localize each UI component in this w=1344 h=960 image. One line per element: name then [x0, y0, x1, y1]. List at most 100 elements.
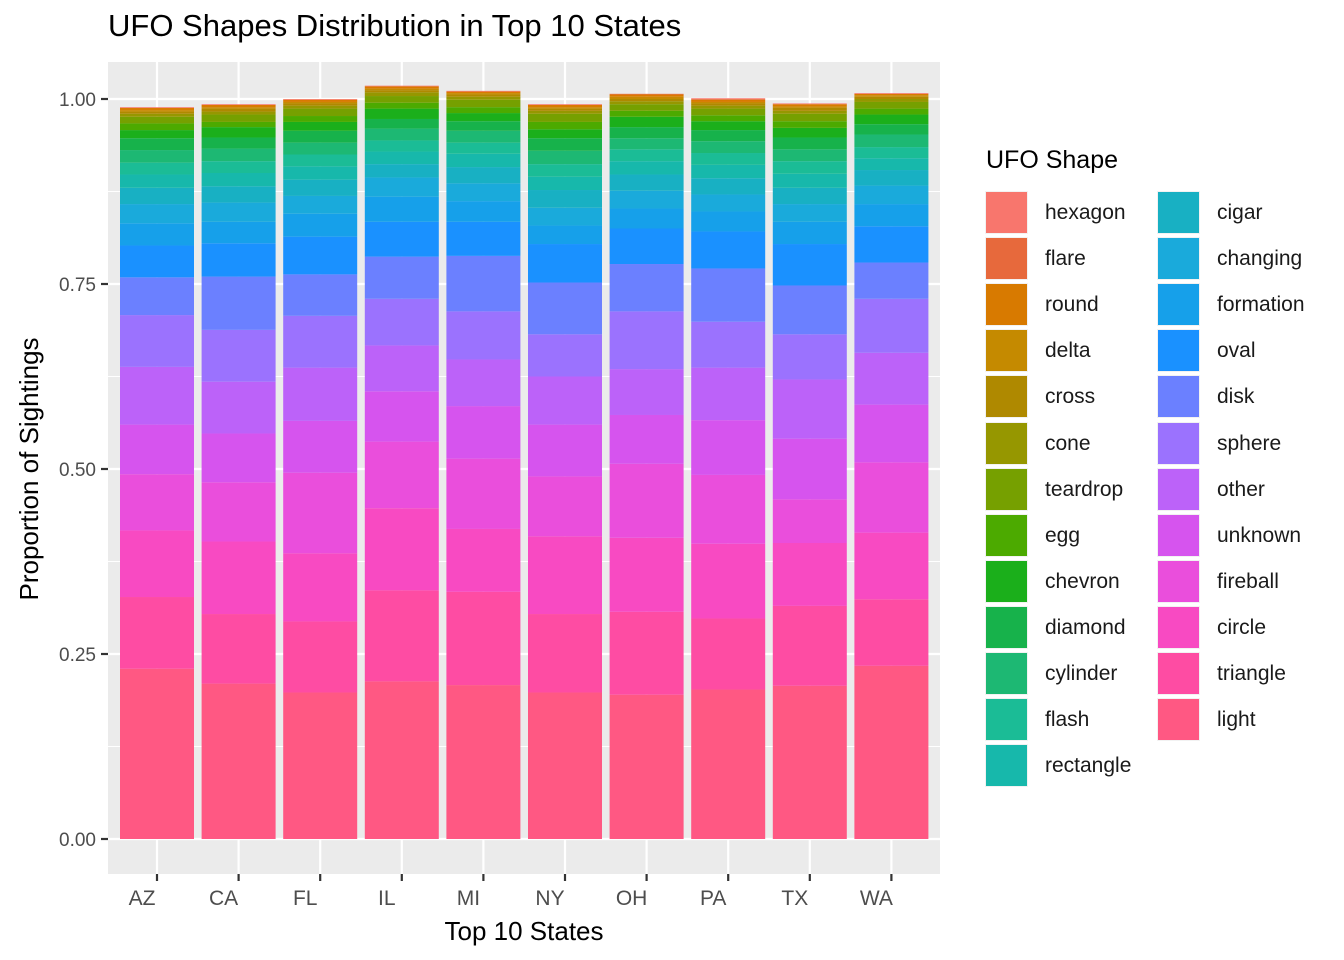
legend-label: other [1217, 477, 1265, 501]
bar-segment-unknown [364, 391, 439, 442]
bar-segment-cigar [364, 164, 439, 178]
bar-segment-changing [528, 207, 602, 226]
bar-segment-cone [854, 99, 929, 102]
bar-segment-flash [772, 161, 847, 174]
bar-segment-unknown [854, 404, 929, 463]
bar-segment-oval [364, 221, 439, 257]
legend-key-circle [1157, 605, 1200, 649]
bar-segment-round [772, 104, 847, 107]
bar-segment-changing [854, 185, 929, 205]
bar-segment-rectangle [120, 174, 194, 188]
bar-segment-circle [201, 541, 276, 615]
bar-segment-round [120, 107, 194, 111]
bar-segment-delta [446, 93, 521, 95]
bar-segment-chevron [120, 130, 194, 139]
bar-segment-circle [691, 543, 766, 619]
legend-label: rectangle [1045, 754, 1132, 778]
legend-key-formation [1157, 283, 1200, 327]
bar-segment-cross [446, 94, 521, 97]
bar-segment-fireball [446, 458, 521, 529]
y-tick-label: 1.00 [59, 90, 96, 111]
bar-segment-circle [609, 537, 684, 612]
bar-segment-flare [609, 93, 684, 95]
bar-segment-unknown [609, 414, 684, 464]
bar-segment-circle [772, 543, 847, 606]
bar-segment-formation [120, 223, 194, 246]
bar-segment-fireball [201, 482, 276, 542]
bar-segment-cigar [609, 174, 684, 191]
bar-segment-hexagon [364, 85, 439, 87]
bar-segment-flash [446, 142, 521, 154]
bar-segment-oval [691, 231, 766, 269]
legend-label: light [1217, 708, 1256, 732]
bar-segment-other [283, 367, 358, 421]
bar-segment-light [446, 685, 521, 839]
bar-segment-other [854, 352, 929, 405]
bar-segment-teardrop [120, 116, 194, 124]
bar-segment-fireball [691, 474, 766, 544]
bar-segment-rectangle [609, 161, 684, 175]
bar-segment-teardrop [609, 104, 684, 111]
legend-label: circle [1217, 615, 1267, 639]
bar-segment-other [609, 369, 684, 415]
bar-segment-flash [609, 149, 684, 162]
bar-segment-egg [201, 121, 276, 128]
bar-segment-hexagon [283, 99, 358, 100]
bar-segment-cone [609, 101, 684, 105]
bar-segment-round [854, 93, 929, 96]
bar-segment-cross [201, 108, 276, 112]
bar-segment-triangle [201, 614, 276, 684]
bar-segment-diamond [446, 121, 521, 131]
legend-label: triangle [1217, 662, 1286, 685]
bar-segment-round [609, 94, 684, 97]
bar-segment-flare [691, 99, 766, 100]
bar-segment-fireball [772, 499, 847, 543]
legend-label: cylinder [1045, 662, 1118, 685]
bar-segment-triangle [446, 591, 521, 686]
bar-segment-fireball [609, 463, 684, 538]
legend-key-disk [1157, 375, 1200, 419]
legend-label: round [1045, 293, 1099, 317]
bar-segment-hexagon [201, 104, 276, 105]
bar-segment-light [201, 683, 276, 839]
bar-segment-triangle [283, 621, 358, 693]
bar-segment-formation [772, 221, 847, 245]
bar-segment-disk [201, 276, 276, 330]
bar-segment-triangle [120, 597, 194, 669]
bar-segment-diamond [120, 138, 194, 151]
bar-segment-circle [854, 532, 929, 600]
bar-segment-round [446, 91, 521, 94]
bar-segment-disk [364, 256, 439, 299]
y-tick-label: 0.00 [59, 830, 96, 851]
bar-segment-circle [120, 530, 194, 598]
bar-segment-cross [691, 103, 766, 106]
bar-segment-oval [201, 243, 276, 277]
bar-segment-hexagon [446, 90, 521, 92]
bar-segment-sphere [446, 311, 521, 360]
y-tick-label: 0.25 [59, 645, 96, 666]
bar-segment-diamond [772, 137, 847, 150]
bar-segment-teardrop [201, 114, 276, 122]
bar-segment-cigar [691, 178, 766, 195]
bar-segment-disk [446, 255, 521, 312]
bar-segment-unknown [283, 420, 358, 473]
bar-segment-egg [364, 102, 439, 109]
bar-segment-cylinder [691, 141, 766, 154]
bar-segment-diamond [691, 130, 766, 142]
bar-segment-cylinder [201, 148, 276, 162]
legend-key-flash [985, 698, 1028, 742]
legend-label: flash [1045, 708, 1090, 732]
bar-segment-cylinder [609, 138, 684, 150]
bar-segment-sphere [609, 311, 684, 370]
bar-segment-hexagon [691, 98, 766, 99]
legend-label: fireball [1217, 569, 1279, 593]
bar-segment-sphere [201, 329, 276, 382]
bar-segment-oval [120, 245, 194, 278]
bar-segment-cone [528, 110, 602, 114]
legend-key-triangle [1157, 652, 1200, 695]
bar-segment-disk [528, 282, 602, 335]
bar-segment-triangle [691, 618, 766, 690]
bar-segment-flash [528, 164, 602, 177]
bar-segment-light [528, 692, 602, 839]
bar-segment-cone [120, 113, 194, 117]
